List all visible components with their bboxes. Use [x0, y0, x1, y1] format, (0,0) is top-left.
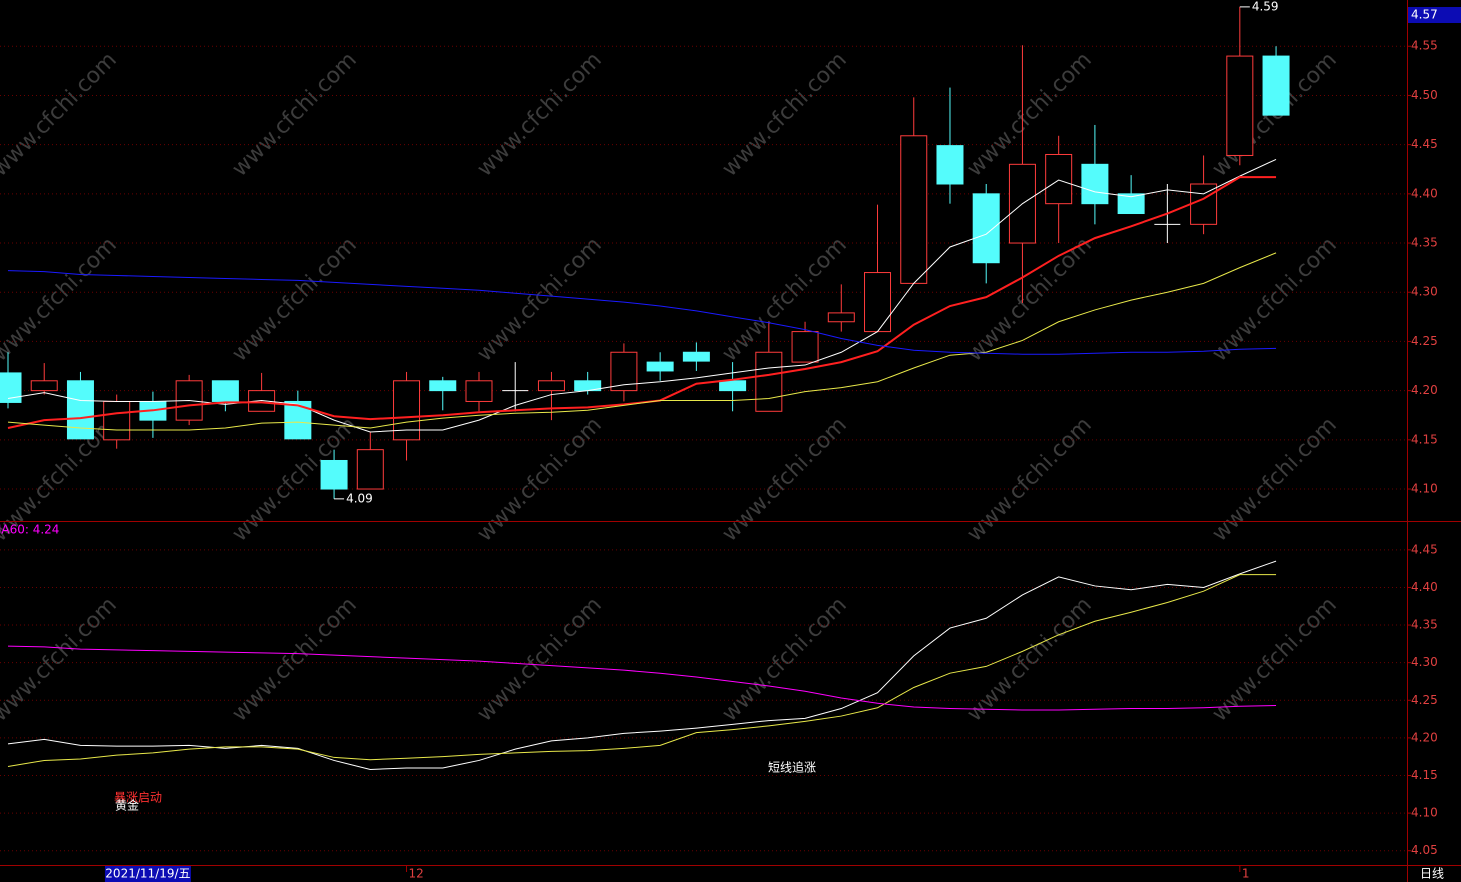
- candle-body: [66, 380, 94, 440]
- watermark: www.cfchi.com: [0, 232, 122, 366]
- watermark: www.cfchi.com: [227, 232, 361, 366]
- candle-body: [755, 351, 783, 412]
- y-tick-label: 4.45: [1411, 542, 1438, 556]
- signal-label: 短线追涨: [768, 760, 816, 775]
- candle-body: [1117, 193, 1145, 215]
- x-tick-label: 12: [409, 867, 424, 881]
- y-tick-label: 4.30: [1411, 285, 1438, 299]
- candle-body: [1262, 55, 1290, 116]
- date-highlight: [104, 866, 191, 882]
- y-tick-label: 4.15: [1411, 432, 1438, 446]
- ma-line: [7, 560, 1277, 770]
- candle-body: [0, 372, 22, 403]
- candle-body: [30, 380, 58, 392]
- candle-body: [719, 380, 747, 392]
- candle-body: [465, 380, 493, 402]
- watermark: www.cfchi.com: [0, 592, 122, 726]
- watermark: www.cfchi.com: [962, 592, 1096, 726]
- current-price-box: [1408, 7, 1461, 23]
- y-tick-label: 4.40: [1411, 186, 1438, 200]
- y-tick-label: 4.35: [1411, 236, 1438, 250]
- y-tick-label: 4.15: [1411, 768, 1438, 782]
- watermark: www.cfchi.com: [717, 232, 851, 366]
- candle-body: [791, 331, 819, 363]
- watermark: www.cfchi.com: [472, 232, 606, 366]
- candle-body: [936, 145, 964, 185]
- y-tick-label: 4.10: [1411, 482, 1438, 496]
- signal-label: 暴涨启动: [114, 790, 162, 805]
- ma-line: [7, 252, 1277, 431]
- watermark: www.cfchi.com: [472, 47, 606, 181]
- candle-body: [646, 361, 674, 372]
- watermark: www.cfchi.com: [472, 592, 606, 726]
- y-tick-label: 4.45: [1411, 137, 1438, 151]
- y-tick-label: 4.30: [1411, 655, 1438, 669]
- candle-body: [1190, 183, 1218, 225]
- watermark: www.cfchi.com: [227, 592, 361, 726]
- watermark: www.cfchi.com: [717, 412, 851, 546]
- candle-body: [1045, 153, 1073, 205]
- x-tick-label: 1: [1242, 867, 1250, 881]
- candle-body: [429, 380, 457, 392]
- period-label[interactable]: 日线: [1420, 867, 1444, 881]
- candle-body: [1081, 163, 1109, 205]
- candle-body: [356, 449, 384, 490]
- candle-body: [103, 400, 131, 441]
- watermark: www.cfchi.com: [962, 412, 1096, 546]
- candle-body: [1226, 55, 1254, 156]
- y-tick-label: 4.35: [1411, 618, 1438, 632]
- y-tick-label: 4.10: [1411, 806, 1438, 820]
- watermark: www.cfchi.com: [472, 412, 606, 546]
- candle-body: [827, 312, 855, 323]
- ma-line: [7, 574, 1277, 767]
- x-tick-label: 2021/11/19/五: [105, 867, 190, 881]
- ma-line: [7, 645, 1277, 711]
- candle-body: [537, 380, 565, 392]
- y-tick-label: 4.20: [1411, 730, 1438, 744]
- current-price: 4.57: [1411, 8, 1438, 22]
- y-tick-label: 4.05: [1411, 843, 1438, 857]
- watermark: www.cfchi.com: [227, 47, 361, 181]
- candle-body: [284, 400, 312, 440]
- candle-body: [900, 135, 928, 284]
- candle-body: [682, 351, 710, 362]
- candle-body: [320, 459, 348, 490]
- extreme-label: 4.59: [1252, 0, 1279, 13]
- y-tick-label: 4.50: [1411, 88, 1438, 102]
- y-tick-label: 4.40: [1411, 580, 1438, 594]
- watermark: www.cfchi.com: [717, 592, 851, 726]
- signal-label: 黄金: [115, 798, 139, 813]
- y-tick-label: 4.20: [1411, 383, 1438, 397]
- candle-body: [864, 272, 892, 333]
- y-tick-label: 4.55: [1411, 39, 1438, 53]
- ma-line: [7, 270, 1277, 355]
- watermark: www.cfchi.com: [717, 47, 851, 181]
- candle-body: [211, 380, 239, 402]
- watermark: www.cfchi.com: [1207, 232, 1341, 366]
- candle-body: [972, 193, 1000, 264]
- extreme-label: 4.09: [346, 491, 373, 505]
- y-tick-label: 4.25: [1411, 334, 1438, 348]
- watermark: www.cfchi.com: [1207, 412, 1341, 546]
- ma-legend: MA60: 4.24: [0, 523, 59, 537]
- watermark: www.cfchi.com: [0, 47, 122, 181]
- watermark: www.cfchi.com: [962, 47, 1096, 181]
- y-tick-label: 4.25: [1411, 693, 1438, 707]
